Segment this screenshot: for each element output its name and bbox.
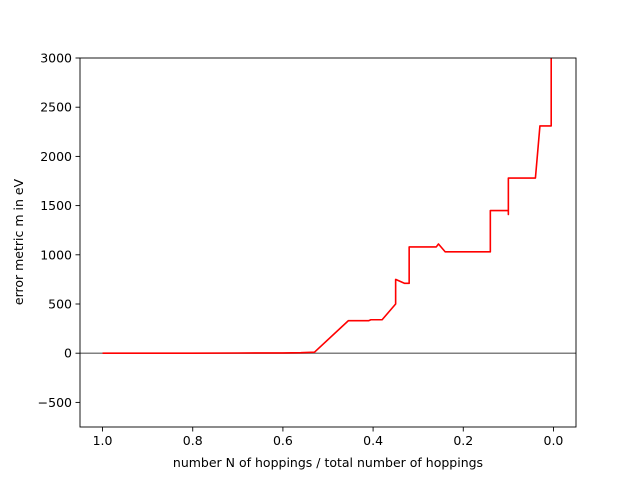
y-tick-label: 1500: [40, 198, 72, 213]
y-tick-label: 0: [64, 346, 72, 361]
x-tick-label: 0.4: [363, 433, 383, 448]
y-tick-label: −500: [38, 395, 72, 410]
series-line-0: [102, 58, 553, 355]
x-tick-label: 0.6: [273, 433, 293, 448]
x-tick-label: 0.8: [183, 433, 203, 448]
y-tick-label: 2000: [40, 149, 72, 164]
plot-layer: [79, 57, 577, 428]
y-tick-label: 2500: [40, 100, 72, 115]
y-tick-label: 1000: [40, 247, 72, 262]
y-tick-label: 3000: [40, 51, 72, 66]
x-tick-label: 1.0: [93, 433, 113, 448]
y-axis-label: error metric m in eV: [11, 178, 26, 305]
x-axis-label: number N of hoppings / total number of h…: [173, 455, 483, 470]
y-tick-label: 500: [48, 297, 72, 312]
x-tick-label: 0.2: [453, 433, 473, 448]
x-tick-label: 0.0: [544, 433, 564, 448]
axes-frame: [79, 57, 577, 428]
ticks-layer: 1.0 0.8 0.6 0.4 0.2 0.0 −500 0 500 1000 1500 2000 25…: [38, 51, 564, 449]
